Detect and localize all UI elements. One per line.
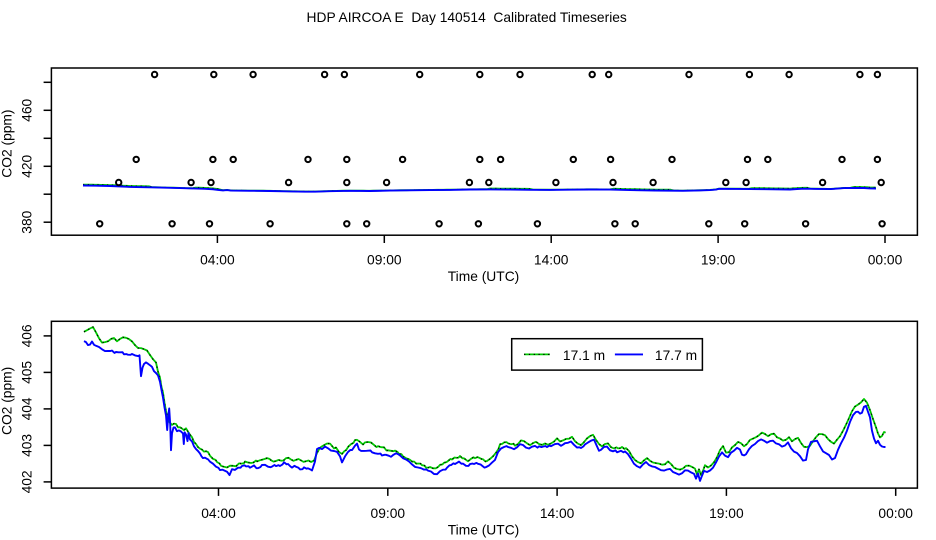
svg-text:402: 402 xyxy=(20,470,35,493)
svg-text:403: 403 xyxy=(20,434,35,457)
svg-text:09:00: 09:00 xyxy=(371,506,406,521)
svg-text:404: 404 xyxy=(20,397,35,420)
svg-text:420: 420 xyxy=(20,154,35,177)
svg-text:Time (UTC): Time (UTC) xyxy=(448,522,520,537)
svg-text:406: 406 xyxy=(20,324,35,347)
svg-text:405: 405 xyxy=(20,361,35,384)
svg-text:09:00: 09:00 xyxy=(367,253,402,268)
svg-text:04:00: 04:00 xyxy=(201,506,236,521)
svg-text:19:00: 19:00 xyxy=(701,253,736,268)
svg-text:14:00: 14:00 xyxy=(534,253,569,268)
svg-text:14:00: 14:00 xyxy=(540,506,575,521)
svg-text:CO2 (ppm): CO2 (ppm) xyxy=(0,109,15,177)
svg-text:CO2 (ppm): CO2 (ppm) xyxy=(0,367,15,435)
svg-text:380: 380 xyxy=(20,210,35,233)
svg-text:460: 460 xyxy=(20,98,35,121)
svg-text:00:00: 00:00 xyxy=(878,506,913,521)
svg-text:17.1 m: 17.1 m xyxy=(563,348,605,363)
svg-text:Time (UTC): Time (UTC) xyxy=(448,269,520,284)
svg-text:17.7 m: 17.7 m xyxy=(655,348,697,363)
svg-text:00:00: 00:00 xyxy=(868,253,903,268)
svg-text:04:00: 04:00 xyxy=(200,253,235,268)
svg-text:HDP AIRCOA E Day 140514 Cali: HDP AIRCOA E Day 140514 Calibrated Times… xyxy=(307,10,627,25)
svg-text:19:00: 19:00 xyxy=(709,506,744,521)
